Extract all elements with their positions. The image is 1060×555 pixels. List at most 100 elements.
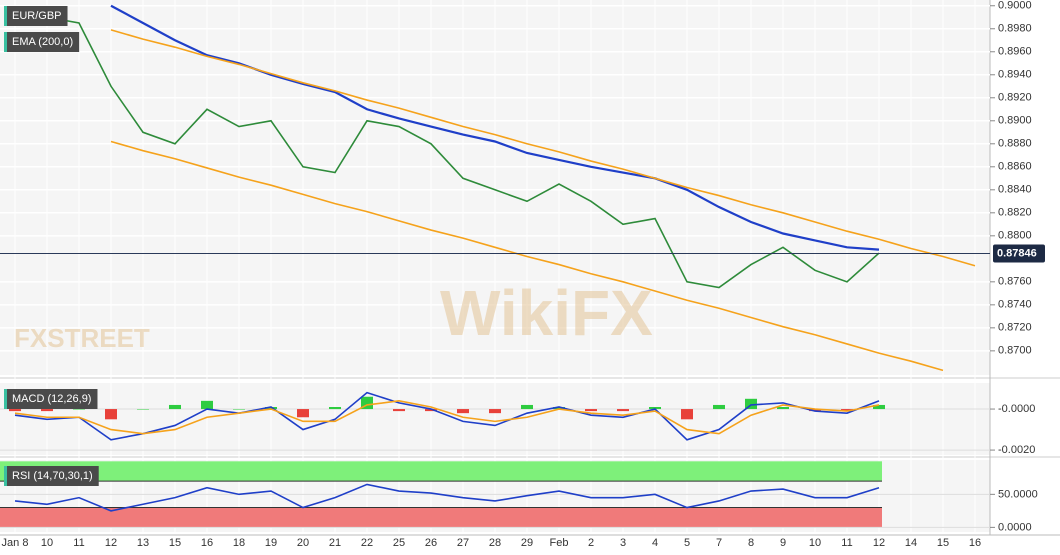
y-tick-label: 0.8880 bbox=[998, 138, 1032, 150]
series-line bbox=[14, 391, 880, 441]
y-tick-label: 0.8700 bbox=[998, 345, 1032, 357]
x-tick-label: 12 bbox=[105, 537, 117, 549]
x-tick-label: 15 bbox=[169, 537, 181, 549]
x-tick-label: 11 bbox=[841, 537, 852, 549]
x-tick-label: 15 bbox=[937, 537, 949, 549]
label-box bbox=[4, 32, 80, 52]
histogram-bar bbox=[649, 407, 661, 410]
histogram-bar bbox=[105, 409, 117, 420]
histogram-bar bbox=[713, 404, 725, 410]
x-tick-label: Jan 8 bbox=[2, 537, 29, 549]
x-tick-label: 11 bbox=[73, 537, 84, 549]
x-tick-label: Feb bbox=[550, 537, 569, 549]
x-tick-label: 4 bbox=[652, 537, 658, 549]
histogram-bar bbox=[457, 409, 469, 414]
y-tick-label: 0.8860 bbox=[998, 161, 1032, 173]
series-label: RSI (14,70,30,1) bbox=[12, 470, 93, 482]
y-tick-label: 0.8720 bbox=[998, 322, 1032, 334]
price-box bbox=[993, 244, 1045, 263]
histogram-bar bbox=[297, 409, 309, 418]
histogram-bar bbox=[137, 409, 149, 410]
y-tick-label: 0.9000 bbox=[998, 0, 1032, 12]
histogram-bar bbox=[265, 407, 277, 410]
x-tick-label: 3 bbox=[620, 537, 626, 549]
y-tick-label: -0.0000 bbox=[998, 403, 1035, 415]
series-label: EMA (200,0) bbox=[12, 36, 73, 48]
series-label: EUR/GBP bbox=[12, 10, 62, 22]
x-tick-label: 28 bbox=[489, 537, 501, 549]
label-box bbox=[4, 389, 98, 409]
histogram-bar bbox=[425, 409, 437, 412]
x-tick-label: 14 bbox=[905, 537, 917, 549]
histogram-bar bbox=[73, 409, 85, 410]
histogram-bar bbox=[201, 400, 213, 410]
label-box bbox=[4, 6, 68, 26]
x-tick-label: 21 bbox=[329, 537, 341, 549]
x-tick-label: 12 bbox=[873, 537, 885, 549]
histogram-bar bbox=[585, 409, 597, 412]
series-line bbox=[110, 29, 976, 267]
y-tick-label: 0.8960 bbox=[998, 46, 1032, 58]
x-tick-label: 5 bbox=[684, 537, 690, 549]
x-tick-label: 25 bbox=[393, 537, 405, 549]
x-tick-label: 27 bbox=[457, 537, 469, 549]
x-tick-label: 10 bbox=[809, 537, 821, 549]
y-tick-label: 0.8900 bbox=[998, 115, 1032, 127]
y-tick-label: 0.8740 bbox=[998, 299, 1032, 311]
histogram-bar bbox=[521, 404, 533, 410]
histogram-bar bbox=[841, 409, 853, 412]
y-tick-label: 0.8840 bbox=[998, 184, 1032, 196]
label-box bbox=[4, 466, 99, 486]
label-accent bbox=[4, 32, 7, 52]
x-tick-label: 16 bbox=[969, 537, 981, 549]
y-tick-label: 0.8920 bbox=[998, 92, 1032, 104]
histogram-bar bbox=[777, 407, 789, 410]
series-line bbox=[14, 400, 880, 435]
x-tick-label: 10 bbox=[41, 537, 53, 549]
histogram-bar bbox=[329, 407, 341, 410]
watermark: WikiFX bbox=[440, 277, 653, 349]
y-tick-label: 0.8820 bbox=[998, 207, 1032, 219]
x-tick-label: 9 bbox=[780, 537, 786, 549]
x-tick-label: 16 bbox=[201, 537, 213, 549]
histogram-bar bbox=[809, 409, 821, 412]
x-tick-label: 13 bbox=[137, 537, 149, 549]
overbought-band bbox=[0, 461, 882, 482]
x-tick-label: 22 bbox=[361, 537, 373, 549]
x-tick-label: 26 bbox=[425, 537, 437, 549]
x-tick-label: 19 bbox=[265, 537, 277, 549]
histogram-bar bbox=[745, 398, 757, 410]
y-tick-label: 0.0000 bbox=[998, 521, 1032, 533]
series-line bbox=[14, 10, 880, 289]
histogram-bar bbox=[553, 407, 565, 410]
x-tick-label: 7 bbox=[716, 537, 722, 549]
histogram-bar bbox=[233, 409, 245, 410]
histogram-bar bbox=[873, 404, 885, 410]
y-tick-label: -0.0020 bbox=[998, 444, 1035, 456]
series-line bbox=[110, 140, 944, 372]
y-tick-label: 50.0000 bbox=[998, 488, 1038, 500]
histogram-bar bbox=[9, 409, 21, 412]
histogram-bar bbox=[169, 404, 181, 410]
price-label: 0.87846 bbox=[997, 247, 1037, 259]
histogram-bar bbox=[617, 409, 629, 412]
histogram-bar bbox=[681, 409, 693, 420]
y-tick-label: 0.8940 bbox=[998, 69, 1032, 81]
watermark: FXSTREET bbox=[14, 323, 150, 353]
oversold-band bbox=[0, 507, 882, 528]
y-tick-label: 0.8980 bbox=[998, 23, 1032, 35]
label-accent bbox=[4, 6, 7, 26]
x-tick-label: 18 bbox=[233, 537, 245, 549]
x-tick-label: 2 bbox=[588, 537, 594, 549]
series-line bbox=[110, 4, 880, 251]
y-tick-label: 0.8760 bbox=[998, 276, 1032, 288]
x-tick-label: 20 bbox=[297, 537, 309, 549]
histogram-bar bbox=[489, 409, 501, 414]
histogram-bar bbox=[393, 409, 405, 412]
series-line bbox=[14, 483, 880, 512]
y-tick-label: 0.8800 bbox=[998, 230, 1032, 242]
x-tick-label: 29 bbox=[521, 537, 533, 549]
x-tick-label: 8 bbox=[748, 537, 754, 549]
